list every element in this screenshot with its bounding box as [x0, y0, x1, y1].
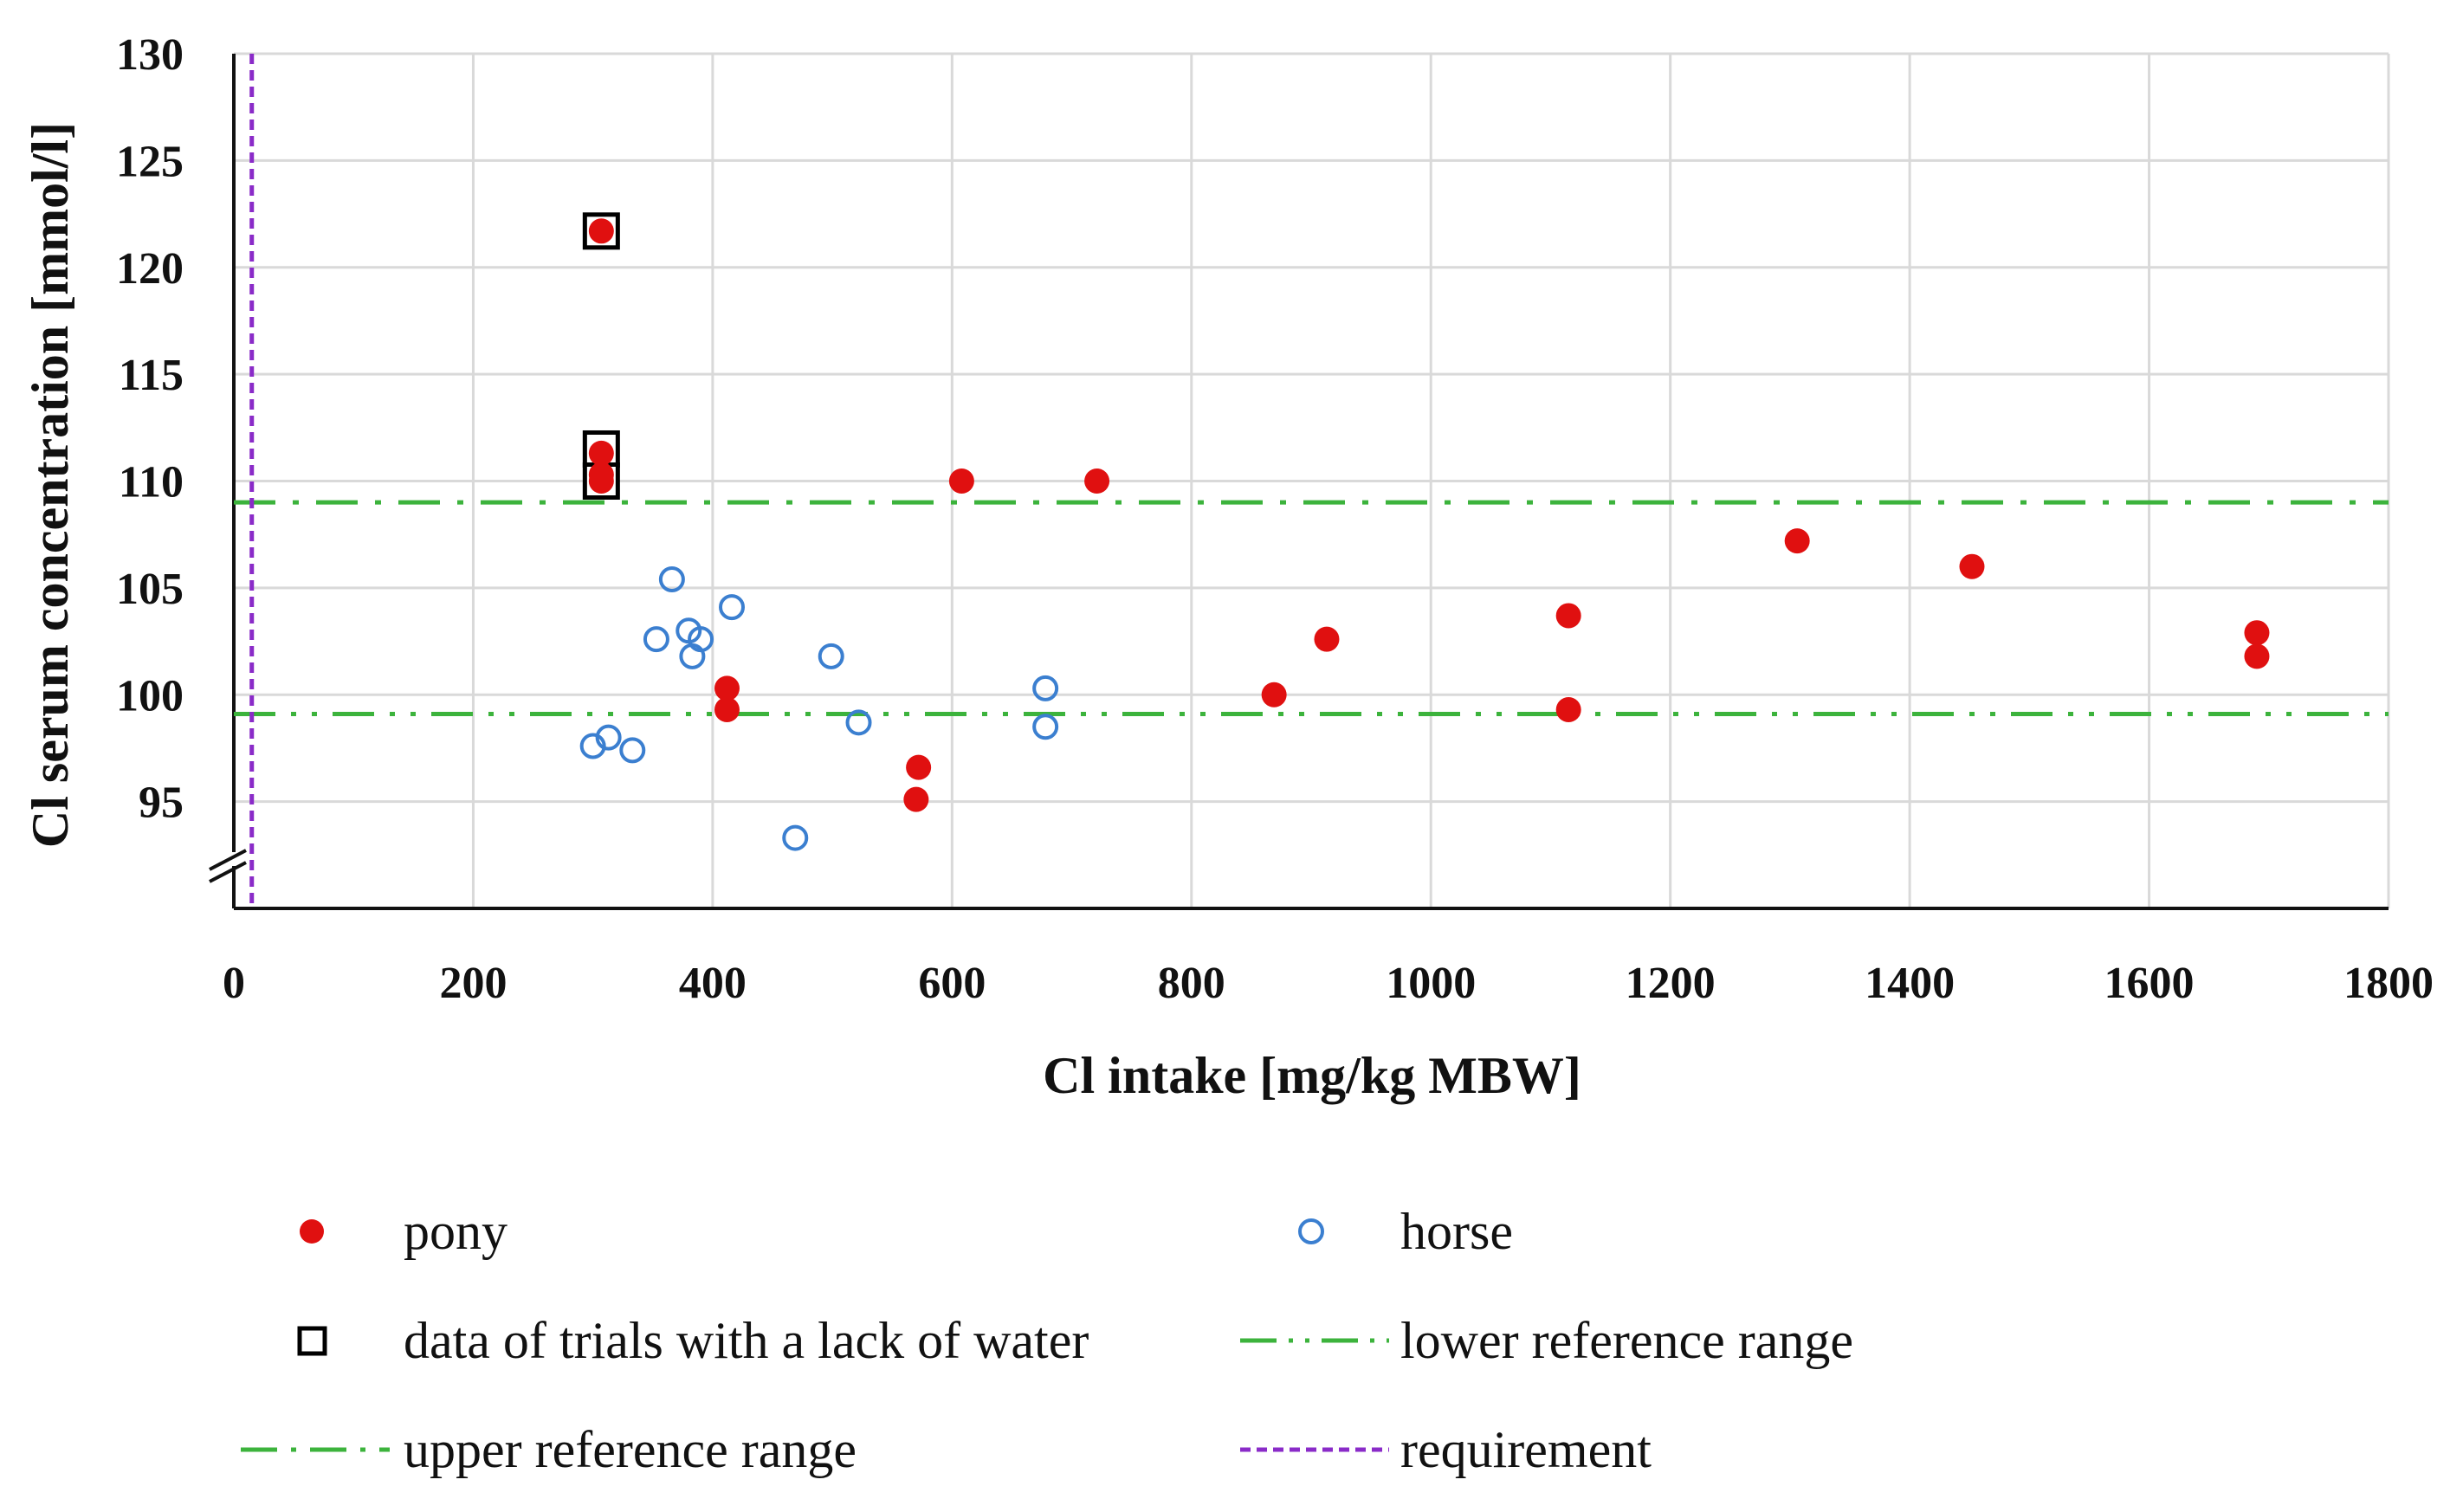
horse-point — [658, 566, 685, 593]
horse-point — [595, 724, 622, 751]
legend-item-requirement: requirement — [1240, 1421, 1652, 1478]
grid-lines — [234, 52, 2390, 908]
legend-symbol-lack-of-water — [297, 1326, 327, 1356]
x-tick-label: 800 — [1158, 959, 1225, 1008]
legend-item-lack-of-water: data of trials with a lack of water — [297, 1312, 1089, 1369]
legend-item-lower-reference: lower reference range — [1240, 1312, 1853, 1369]
legend-label-horse: horse — [1400, 1203, 1513, 1260]
legend-label-requirement: requirement — [1400, 1421, 1652, 1478]
x-tick-label: 1600 — [2104, 959, 2195, 1008]
y-tick-label: 110 — [119, 458, 184, 507]
horse-point — [719, 594, 746, 621]
pony-point — [1084, 468, 1110, 494]
x-tick-labels: 0 200 400 600 800 1000 1200 1400 1600 1800 — [223, 959, 2434, 1008]
y-axis-title: Cl serum concentration [mmol/l] — [22, 122, 79, 848]
legend-label-upper-reference: upper reference range — [404, 1421, 857, 1478]
pony-point — [1261, 682, 1287, 708]
legend: pony horse data of trials with a lack of… — [241, 1203, 1853, 1478]
legend-item-horse: horse — [1298, 1203, 1513, 1260]
y-tick-label: 105 — [116, 565, 184, 614]
y-tick-label: 95 — [139, 779, 184, 828]
pony-point — [906, 754, 932, 780]
legend-label-lack-of-water: data of trials with a lack of water — [404, 1312, 1089, 1369]
pony-point — [1555, 697, 1581, 723]
y-tick-label: 100 — [116, 671, 184, 720]
pony-point — [2244, 620, 2270, 646]
horse-point — [818, 643, 844, 669]
horse-point — [782, 824, 809, 851]
axis-break-mark — [209, 861, 247, 883]
x-tick-label: 400 — [679, 959, 747, 1008]
x-tick-label: 600 — [918, 959, 986, 1008]
legend-label-pony: pony — [404, 1203, 507, 1260]
legend-item-pony: pony — [300, 1203, 507, 1260]
horse-point — [688, 626, 714, 653]
horse-point — [1032, 714, 1059, 740]
pony-point — [1959, 553, 1985, 579]
x-tick-label: 200 — [439, 959, 507, 1008]
legend-symbol-pony — [300, 1219, 324, 1244]
pony-point — [1555, 603, 1581, 629]
x-tick-label: 1200 — [1626, 959, 1716, 1008]
horse-point — [845, 709, 872, 736]
pony-point — [714, 675, 740, 701]
data-points — [579, 212, 2270, 851]
legend-item-upper-reference: upper reference range — [241, 1421, 857, 1478]
x-axis-title: Cl intake [mg/kg MBW] — [1043, 1047, 1581, 1104]
y-tick-labels: 95 100 105 110 115 120 125 130 — [116, 30, 184, 828]
pony-point — [588, 468, 614, 494]
x-tick-label: 1000 — [1386, 959, 1476, 1008]
pony-point — [1314, 626, 1340, 652]
pony-point — [714, 697, 740, 723]
x-tick-label: 1800 — [2343, 959, 2434, 1008]
horse-point — [1032, 675, 1059, 701]
y-tick-label: 120 — [116, 244, 184, 294]
pony-point — [903, 786, 929, 812]
horse-point — [619, 737, 646, 764]
pony-point — [1784, 528, 1810, 554]
x-tick-label: 1400 — [1865, 959, 1955, 1008]
y-tick-label: 115 — [119, 351, 184, 400]
y-tick-label: 130 — [116, 30, 184, 80]
axes — [209, 54, 2389, 910]
pony-point — [588, 218, 614, 244]
y-tick-label: 125 — [116, 137, 184, 186]
pony-point — [948, 468, 974, 494]
legend-symbol-horse — [1298, 1218, 1324, 1244]
legend-label-lower-reference: lower reference range — [1400, 1312, 1853, 1369]
pony-point — [588, 440, 614, 466]
reference-lines — [234, 54, 2389, 908]
horse-point — [643, 626, 669, 653]
axis-break-mark — [209, 849, 247, 871]
pony-point — [2244, 643, 2270, 669]
x-tick-label: 0 — [223, 959, 245, 1008]
